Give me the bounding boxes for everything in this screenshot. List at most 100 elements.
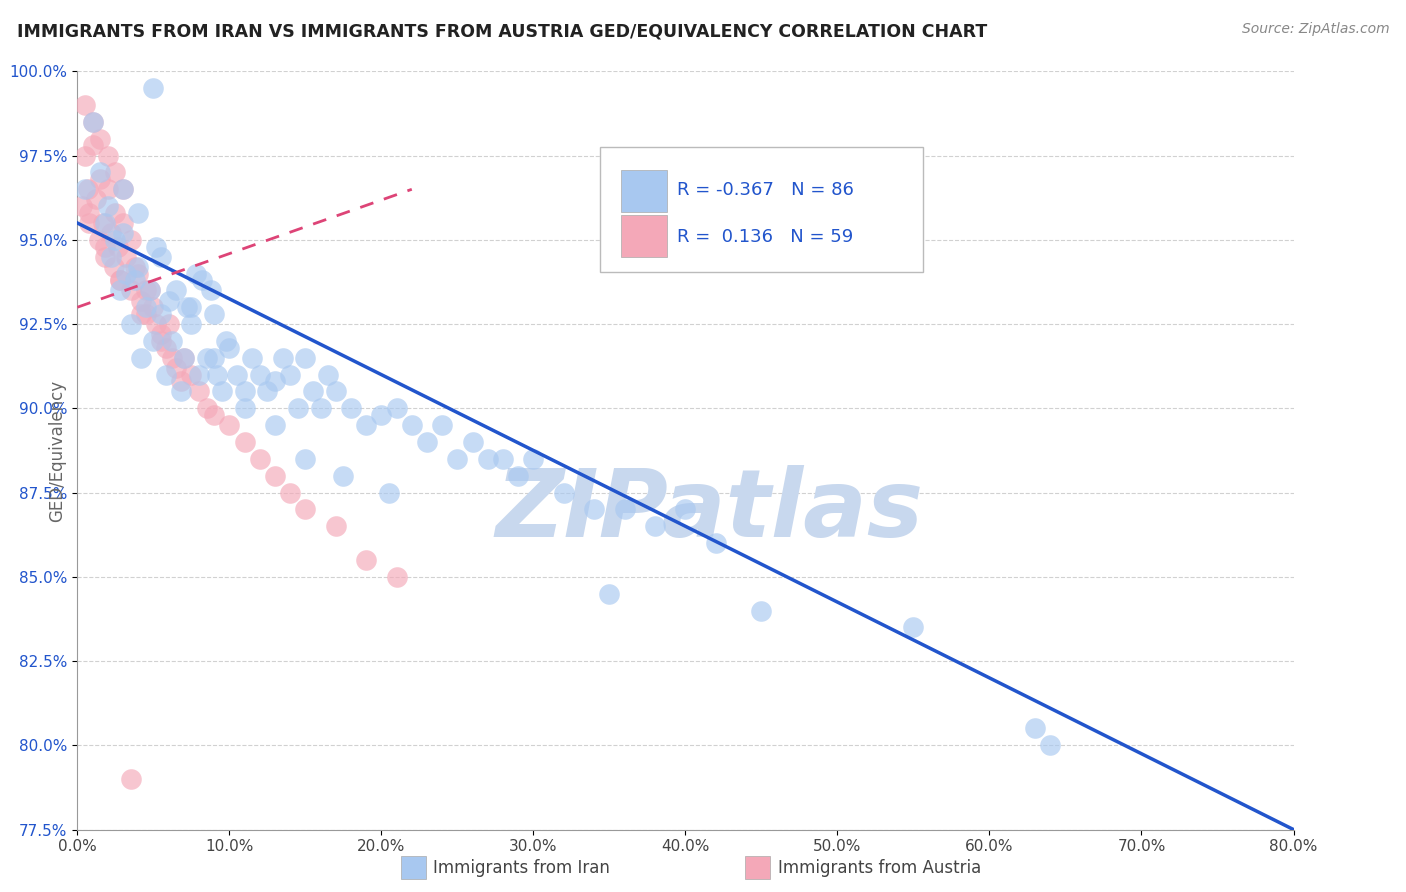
Point [195, 351, 218, 365]
Point [180, 300, 202, 314]
Point [249, 451, 271, 466]
Point [77, 182, 100, 196]
Text: ZIPatlas: ZIPatlas [496, 465, 924, 558]
Point [278, 368, 301, 382]
Point [325, 384, 347, 399]
Point [73, 98, 96, 112]
Point [160, 351, 183, 365]
Point [751, 603, 773, 617]
Point [309, 401, 332, 416]
Point [103, 260, 125, 274]
Point [340, 401, 363, 416]
Point [139, 284, 162, 298]
Point [205, 368, 228, 382]
Point [108, 273, 131, 287]
Point [135, 284, 157, 298]
Point [170, 375, 193, 389]
Point [97, 182, 120, 196]
Point [240, 351, 263, 365]
Point [401, 418, 423, 433]
Point [233, 435, 256, 450]
Point [70, 199, 93, 213]
Point [149, 334, 172, 348]
Point [583, 502, 606, 516]
Point [142, 300, 165, 314]
Point [82, 115, 104, 129]
Point [477, 451, 499, 466]
Point [124, 260, 146, 274]
Point [461, 435, 484, 450]
Point [294, 351, 316, 365]
Point [165, 360, 187, 375]
Point [165, 284, 187, 298]
Point [124, 273, 146, 287]
Point [155, 341, 177, 355]
Point [89, 132, 111, 146]
Point [644, 519, 666, 533]
Point [139, 284, 162, 298]
Point [120, 772, 142, 786]
Point [91, 216, 114, 230]
Point [79, 206, 101, 220]
Point [180, 368, 202, 382]
Point [233, 384, 256, 399]
Point [508, 468, 530, 483]
Point [176, 300, 198, 314]
Point [93, 250, 115, 264]
Point [264, 418, 287, 433]
Point [332, 468, 354, 483]
Point [264, 468, 287, 483]
Point [287, 401, 309, 416]
Point [215, 334, 238, 348]
Point [89, 165, 111, 179]
Point [202, 307, 225, 321]
Point [149, 327, 172, 342]
Point [226, 368, 249, 382]
Point [430, 418, 453, 433]
Point [135, 300, 157, 314]
Point [155, 368, 177, 382]
Point [613, 502, 636, 516]
Point [145, 317, 167, 331]
Point [1024, 722, 1046, 736]
Point [129, 307, 152, 321]
Text: Source: ZipAtlas.com: Source: ZipAtlas.com [1241, 22, 1389, 37]
Point [264, 375, 287, 389]
Point [111, 182, 134, 196]
Point [157, 293, 180, 308]
Point [100, 226, 122, 240]
Point [271, 351, 294, 365]
Text: Immigrants from Austria: Immigrants from Austria [778, 859, 981, 877]
Point [294, 451, 316, 466]
Point [149, 250, 172, 264]
Point [115, 267, 138, 281]
Point [202, 351, 225, 365]
Point [385, 570, 408, 584]
Point [73, 182, 96, 196]
Point [598, 587, 620, 601]
Point [385, 401, 408, 416]
Point [378, 485, 401, 500]
Point [120, 317, 142, 331]
Point [93, 239, 115, 253]
Point [173, 351, 195, 365]
Point [446, 451, 468, 466]
Text: IMMIGRANTS FROM IRAN VS IMMIGRANTS FROM AUSTRIA GED/EQUIVALENCY CORRELATION CHAR: IMMIGRANTS FROM IRAN VS IMMIGRANTS FROM … [17, 22, 987, 40]
Point [145, 239, 167, 253]
Point [107, 239, 129, 253]
Text: R = -0.367   N = 86: R = -0.367 N = 86 [676, 181, 853, 200]
Point [135, 307, 157, 321]
Point [416, 435, 439, 450]
Point [127, 206, 149, 220]
Point [492, 451, 515, 466]
Text: Immigrants from Iran: Immigrants from Iran [433, 859, 610, 877]
Point [111, 216, 134, 230]
Point [278, 485, 301, 500]
Text: R =  0.136   N = 59: R = 0.136 N = 59 [676, 227, 853, 245]
Point [142, 81, 165, 95]
Point [195, 401, 218, 416]
FancyBboxPatch shape [621, 170, 668, 211]
Point [200, 284, 222, 298]
Point [302, 384, 325, 399]
Point [129, 293, 152, 308]
